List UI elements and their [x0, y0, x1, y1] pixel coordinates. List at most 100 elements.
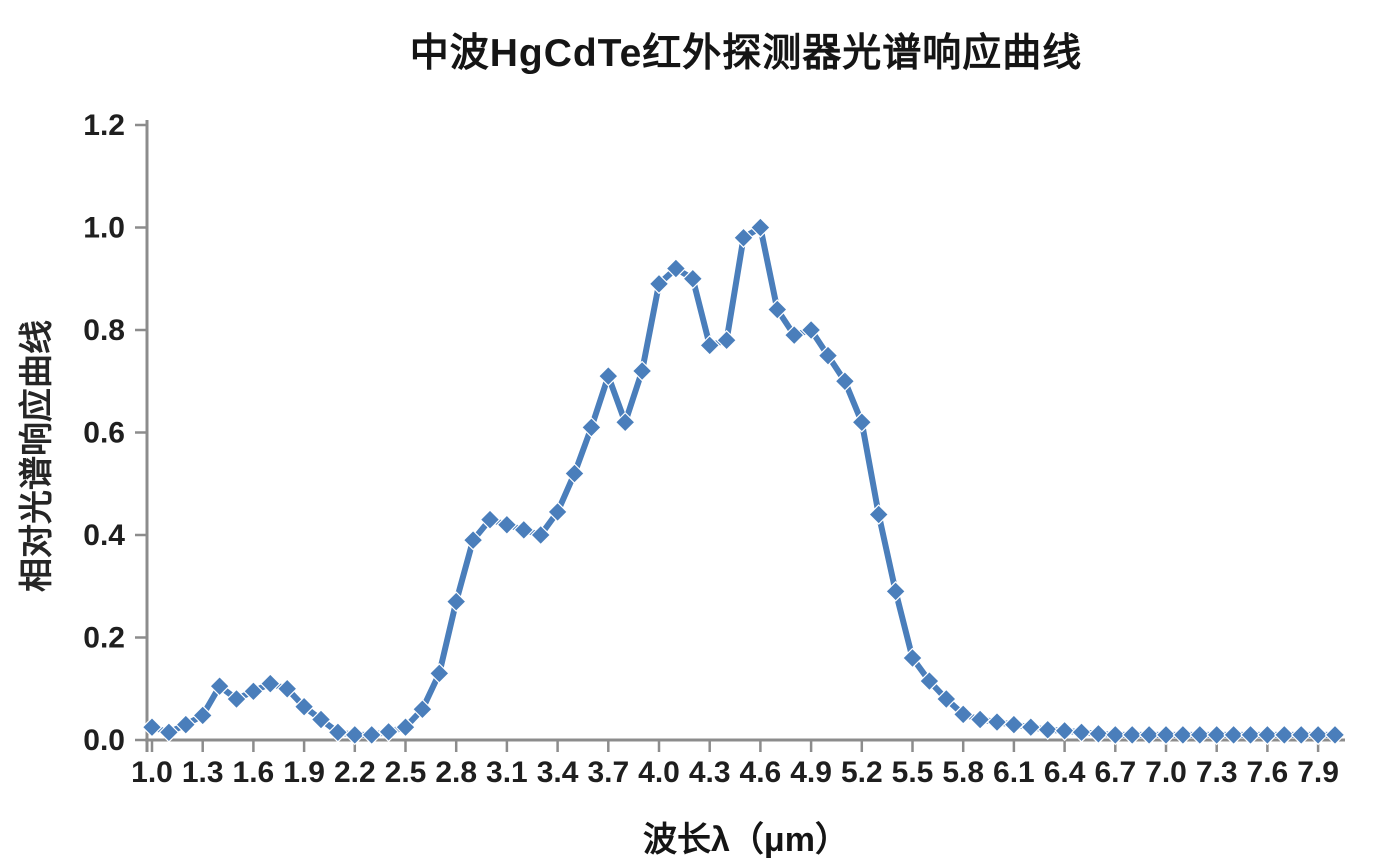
data-point-marker [547, 501, 568, 523]
data-point-marker [175, 714, 197, 735]
data-point-marker [716, 329, 737, 351]
x-tick-label: 7.3 [1196, 756, 1238, 789]
data-point-marker [631, 360, 653, 382]
data-point-marker [648, 273, 670, 295]
data-point-marker [986, 711, 1008, 733]
data-point-marker [395, 716, 416, 738]
data-point-marker [1037, 719, 1059, 741]
data-point-marker [1206, 724, 1228, 746]
x-tick-label: 2.5 [385, 756, 427, 789]
data-point-marker [344, 724, 366, 746]
x-tick-label: 1.6 [233, 756, 275, 789]
data-point-marker [1223, 724, 1244, 746]
data-point-marker [885, 581, 906, 602]
data-point-marker [1257, 724, 1278, 746]
data-point-marker [733, 227, 754, 249]
data-point-marker [445, 591, 467, 612]
data-point-marker [665, 258, 687, 279]
x-tick-label: 4.6 [740, 756, 782, 789]
data-point-marker [243, 680, 264, 702]
x-tick-label: 7.6 [1247, 756, 1289, 789]
data-point-marker [141, 716, 163, 738]
data-point-marker [682, 268, 704, 290]
data-point-marker [783, 324, 805, 346]
data-point-marker [1054, 720, 1075, 742]
x-tick-label: 1.9 [283, 756, 325, 789]
series-line [149, 224, 1338, 738]
data-point-marker [293, 696, 315, 718]
x-tick-label: 4.0 [638, 756, 680, 789]
y-tick-label: 1.0 [83, 212, 125, 245]
x-tick-label: 4.9 [790, 756, 832, 789]
data-point-marker [1290, 724, 1312, 746]
data-point-marker [766, 299, 788, 320]
data-point-marker [428, 663, 450, 684]
data-point-marker [597, 365, 619, 387]
data-point-marker [1155, 724, 1177, 746]
data-point-marker [800, 319, 822, 341]
data-point-marker [479, 509, 501, 530]
data-point-marker [817, 345, 839, 366]
x-tick-label: 6.4 [1044, 756, 1086, 789]
data-point-marker [1121, 724, 1143, 746]
data-point-marker [378, 721, 399, 743]
data-point-marker [614, 411, 636, 433]
data-point-marker [1273, 724, 1295, 746]
data-point-marker [1104, 724, 1126, 746]
y-tick-label: 0.6 [83, 417, 125, 450]
data-point-marker [412, 698, 433, 720]
data-point-marker [581, 417, 602, 438]
data-point-marker [209, 675, 230, 697]
data-point-marker [1003, 714, 1025, 735]
data-point-marker [1324, 724, 1346, 746]
x-tick-label: 3.1 [486, 756, 528, 789]
data-point-marker [192, 705, 214, 726]
data-point-marker [868, 504, 890, 525]
data-point-marker [969, 709, 991, 730]
x-tick-label: 7.0 [1145, 756, 1187, 789]
data-point-marker [1088, 723, 1109, 745]
data-point-marker [310, 709, 332, 730]
data-point-marker [1071, 721, 1092, 743]
data-point-marker [276, 678, 298, 700]
data-point-marker [699, 335, 721, 356]
data-point-marker [496, 514, 518, 536]
data-point-marker [834, 370, 856, 392]
data-point-marker [259, 673, 281, 694]
x-tick-label: 6.1 [993, 756, 1035, 789]
data-point-marker [851, 411, 873, 433]
chart-title: 中波HgCdTe红外探测器光谱响应曲线 [409, 32, 1083, 75]
data-point-marker [513, 519, 535, 541]
data-point-marker [564, 463, 585, 484]
x-tick-label: 3.4 [537, 756, 579, 789]
x-tick-label: 2.8 [435, 756, 477, 789]
y-tick-label: 0.2 [83, 622, 125, 655]
data-point-marker [1240, 724, 1261, 746]
x-tick-label: 1.0 [131, 756, 173, 789]
x-tick-label: 6.7 [1094, 756, 1136, 789]
data-point-marker [462, 529, 484, 551]
data-point-marker [750, 217, 771, 238]
data-point-marker [1307, 724, 1329, 746]
data-point-marker [226, 688, 247, 710]
x-tick-label: 7.9 [1297, 756, 1339, 789]
x-tick-label: 4.3 [689, 756, 731, 789]
data-point-marker [1138, 724, 1160, 746]
data-point-marker [1020, 716, 1042, 738]
data-point-marker [1189, 724, 1211, 746]
y-tick-label: 0.8 [83, 314, 125, 347]
x-tick-label: 5.2 [841, 756, 883, 789]
data-point-marker [158, 721, 180, 743]
x-tick-label: 3.7 [587, 756, 629, 789]
y-tick-label: 1.2 [83, 109, 125, 142]
data-point-marker [902, 647, 923, 669]
x-tick-label: 5.8 [942, 756, 984, 789]
data-point-marker [1172, 724, 1194, 746]
x-axis-title: 波长λ（μm） [643, 821, 849, 859]
data-point-marker [935, 688, 957, 710]
x-tick-label: 2.2 [334, 756, 376, 789]
data-point-marker [361, 724, 383, 746]
data-point-marker [530, 524, 552, 546]
